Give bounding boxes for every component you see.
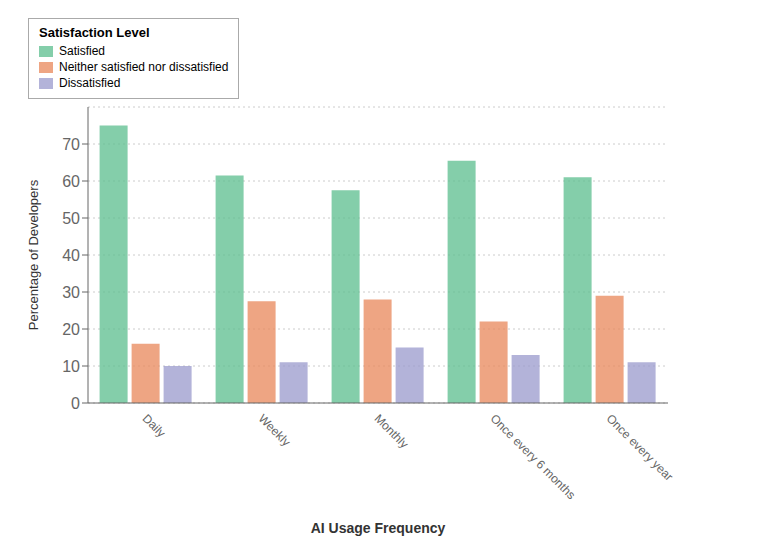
svg-text:70: 70 bbox=[62, 136, 80, 153]
svg-text:AI Usage Frequency: AI Usage Frequency bbox=[311, 520, 446, 536]
html-text:Satisfied: Satisfied bbox=[59, 44, 105, 58]
svg-text:40: 40 bbox=[62, 247, 80, 264]
svg-text:Once every 6 months: Once every 6 months bbox=[488, 411, 579, 502]
html-text:Neither satisfied nor dissatis: Neither satisfied nor dissatisfied bbox=[59, 60, 229, 74]
svg-text:Once every year: Once every year bbox=[604, 411, 676, 483]
svg-text:Percentage of Developers: Percentage of Developers bbox=[26, 179, 41, 330]
svg-text:60: 60 bbox=[62, 173, 80, 190]
svg-text:0: 0 bbox=[71, 395, 80, 412]
svg-text:30: 30 bbox=[62, 284, 80, 301]
html-text:Dissatisfied: Dissatisfied bbox=[59, 76, 121, 90]
svg-text:Daily: Daily bbox=[140, 411, 169, 440]
svg-text:20: 20 bbox=[62, 321, 80, 338]
svg-text:50: 50 bbox=[62, 210, 80, 227]
html-text:Satisfaction Level: Satisfaction Level bbox=[39, 25, 150, 40]
svg-text:Weekly: Weekly bbox=[256, 411, 294, 449]
svg-text:Monthly: Monthly bbox=[372, 411, 412, 451]
svg-text:10: 10 bbox=[62, 358, 80, 375]
